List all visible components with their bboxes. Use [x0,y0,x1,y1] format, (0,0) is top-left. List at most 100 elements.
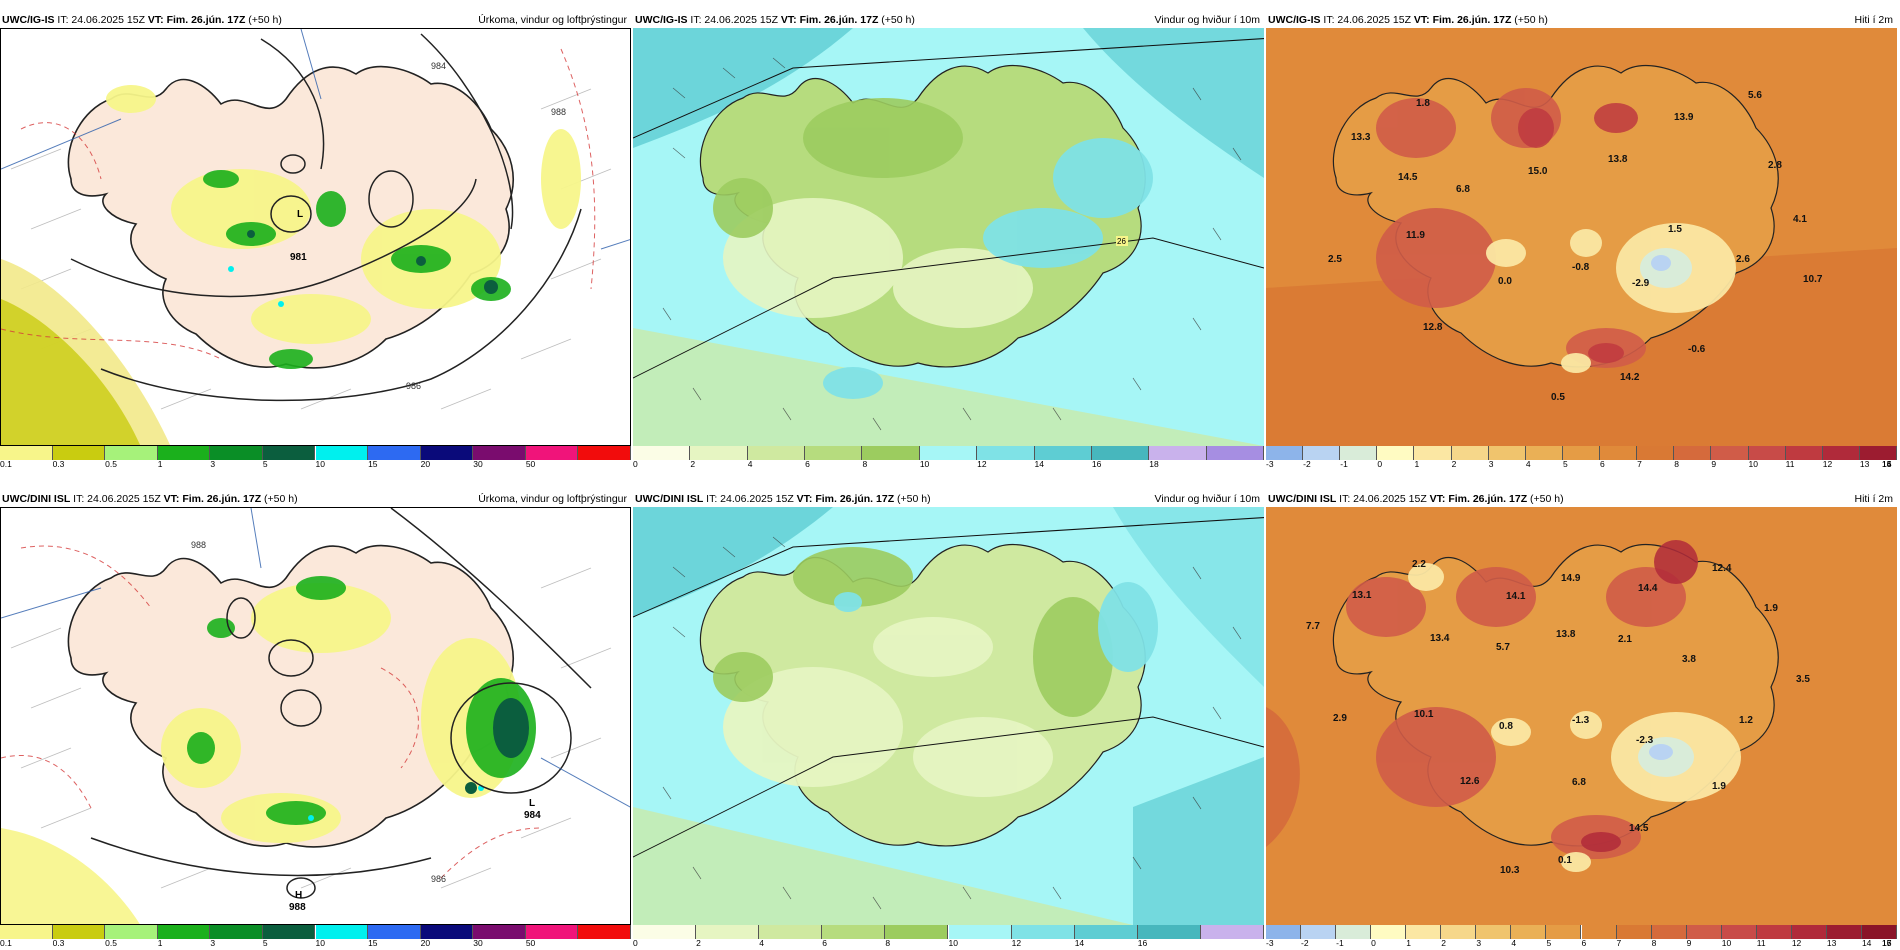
colorbar-swatch [1616,925,1652,939]
panel-temp-bottom: UWC/DINI ISL IT: 24.06.2025 15Z VT: Fim.… [1266,491,1897,948]
colorbar-tick: 0.1 [0,938,12,948]
isobar-label: 988 [551,107,566,117]
colorbar-swatch [52,446,106,460]
isobar-label: 986 [431,874,446,884]
valid-label: VT: [1413,14,1430,26]
valid-time: Fim. 26.jún. 17Z [182,493,262,505]
temp-label: 14.1 [1506,591,1526,602]
panel-wind-bottom: UWC/DINI ISL IT: 24.06.2025 15Z VT: Fim.… [633,491,1264,948]
colorbar-tick: 14 [1882,459,1892,469]
panel-temp-top: UWC/IG-IS IT: 24.06.2025 15Z VT: Fim. 26… [1266,12,1897,469]
lead-time: (+50 h) [1514,14,1548,26]
temperature-map: 13.3 1.8 13.9 5.6 14.5 6.8 15.0 13.8 2.8… [1266,28,1897,446]
init-time: IT: 24.06.2025 15Z [690,14,778,26]
pressure-label: 981 [290,252,307,263]
low-symbol: L [529,798,535,809]
colorbar-tick: 5 [1546,938,1552,948]
colorbar-swatch [473,446,526,460]
colorbar-tick: 9 [1686,938,1692,948]
wind-map [633,507,1264,925]
panel-title: Vindur og hviður í 10m [1154,493,1260,505]
temp-label: 1.9 [1764,603,1778,614]
colorbar-swatch [633,446,691,460]
temp-label: 3.8 [1682,654,1696,665]
colorbar-tick: 1 [157,459,163,469]
colorbar-tick: 10 [919,459,930,469]
colorbar-swatch [919,446,978,460]
colorbar-swatch [822,925,886,939]
colorbar-tick: 10 [1721,938,1732,948]
colorbar-tick: 8 [885,938,891,948]
colorbar-tick: 8 [1651,938,1657,948]
colorbar-swatch [368,446,421,460]
colorbar-swatch [862,446,920,460]
colorbar-tick: 17 [1882,938,1892,948]
colorbar-swatch [52,925,106,939]
colorbar-tick: 6 [1600,459,1605,469]
colorbar-swatch [1336,925,1372,939]
colorbar-tick: 3 [1476,938,1482,948]
colorbar-swatch [1511,925,1547,939]
precip-map: L 981 984 986 988 [0,28,631,446]
temp-label: 0.0 [1498,276,1512,287]
colorbar-swatch [1200,925,1264,939]
panel-header: UWC/DINI ISL IT: 24.06.2025 15Z VT: Fim.… [0,491,631,507]
colorbar-swatch [805,446,863,460]
colorbar-swatch [633,925,697,939]
panel-header: UWC/IG-IS IT: 24.06.2025 15Z VT: Fim. 26… [0,12,631,28]
panel-header: UWC/IG-IS IT: 24.06.2025 15Z VT: Fim. 26… [633,12,1264,28]
colorbar-swatch [1149,446,1207,460]
init-time: IT: 24.06.2025 15Z [73,493,161,505]
colorbar-swatch [1785,446,1823,460]
temp-label: 12.4 [1712,563,1732,574]
precip-colorbar: 0.1 0.3 0.5 1 3 5 10 15 20 30 50 [0,446,631,469]
panel-precip-bottom: UWC/DINI ISL IT: 24.06.2025 15Z VT: Fim.… [0,491,631,948]
colorbar-tick: 14 [1034,459,1044,469]
colorbar-tick: -2 [1301,938,1309,948]
temperature-colorbar: -3 -2 -1 0 1 2 3 4 5 6 7 8 9 10 11 12 13 14 15 16 17 [1266,925,1897,948]
colorbar-tick: 16 [1091,459,1102,469]
valid-time: Fim. 26.jún. 17Z [1432,14,1512,26]
temp-label: 13.4 [1430,633,1450,644]
temp-label: 13.8 [1608,154,1628,165]
colorbar-tick: 20 [420,459,431,469]
colorbar-tick: 12 [1011,938,1022,948]
colorbar-tick: 2 [1451,459,1457,469]
lead-time: (+50 h) [1530,493,1564,505]
temp-label: 1.9 [1712,781,1726,792]
panel-header: UWC/DINI ISL IT: 24.06.2025 15Z VT: Fim.… [1266,491,1897,507]
temp-label: 3.5 [1796,674,1810,685]
colorbar-swatch [315,925,369,939]
valid-time: Fim. 26.jún. 17Z [815,493,895,505]
colorbar-tick: 0.5 [105,938,117,948]
colorbar-tick: 0.5 [105,459,117,469]
temp-label: 13.8 [1556,629,1576,640]
temp-label: 1.5 [1668,224,1682,235]
colorbar-swatch [1266,446,1304,460]
temperature-colorbar: -3 -2 -1 0 1 2 3 4 5 6 7 8 9 10 11 12 13 14 15 16 [1266,446,1897,469]
colorbar-tick: -1 [1340,459,1348,469]
colorbar-tick: 30 [473,459,483,469]
colorbar-swatch [0,446,53,460]
valid-label: VT: [147,14,164,26]
colorbar-tick: 2 [1441,938,1446,948]
temp-label: -0.6 [1688,344,1706,355]
colorbar-swatch [690,446,748,460]
colorbar-swatch [315,446,369,460]
colorbar-tick: 50 [525,938,536,948]
colorbar-swatch [1406,925,1442,939]
colorbar-swatch [157,925,211,939]
init-time: IT: 24.06.2025 15Z [1323,14,1411,26]
colorbar-tick: 3 [210,938,216,948]
lead-time: (+50 h) [897,493,931,505]
colorbar-tick: 5 [262,459,268,469]
wind-map: 26 [633,28,1264,446]
colorbar-tick: 10 [315,938,325,948]
colorbar-tick: 0.1 [0,459,12,469]
colorbar-swatch [473,925,526,939]
colorbar-swatch [1488,446,1526,460]
temp-label: 2.6 [1736,254,1750,265]
colorbar-swatch [1371,925,1407,939]
temperature-labels: 2.2 13.1 14.9 12.4 14.1 14.4 7.7 13.4 5.… [1306,559,1810,876]
temp-label: 5.7 [1496,642,1510,653]
